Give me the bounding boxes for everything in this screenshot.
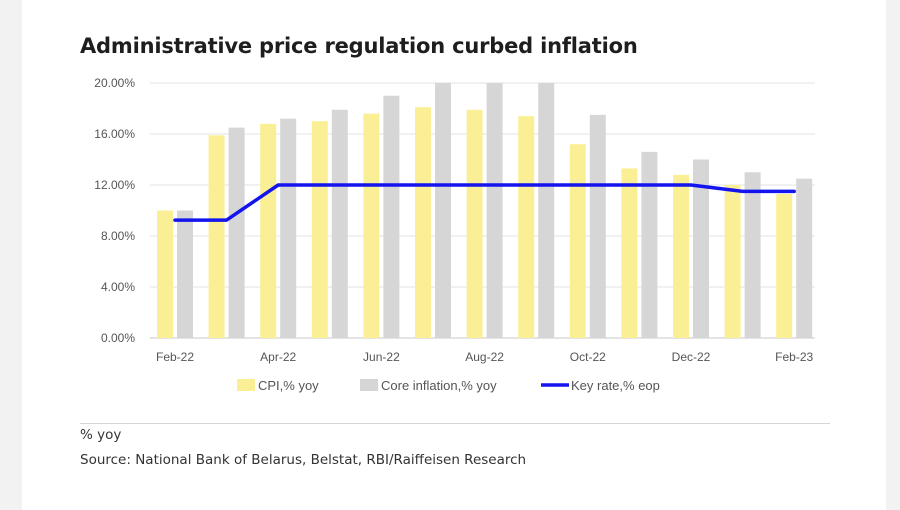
cpi-bar: [260, 123, 277, 338]
axes: 0.00% 4.00% 8.00% 12.00% 16.00% 20.00% Feb-22 A…: [94, 76, 813, 364]
legend-key-rate-label: Key rate,% eop: [571, 378, 660, 393]
core-inflation-bar: [538, 83, 555, 338]
core-inflation-bar: [435, 83, 451, 338]
core-inflation-bar: [383, 95, 400, 338]
y-tick-label: 16.00%: [94, 127, 135, 141]
core-inflation-bar: [486, 83, 503, 338]
legend-core-inflation: Core inflation,% yoy: [360, 378, 497, 393]
x-tick-label: Apr-22: [260, 350, 296, 364]
cpi-bar: [724, 185, 741, 338]
core-inflation-bar: [744, 172, 761, 338]
x-tick-label: Oct-22: [570, 350, 606, 364]
y-tick-label: 4.00%: [101, 280, 135, 294]
core-inflation-bar: [331, 109, 348, 339]
x-tick-label: Aug-22: [465, 350, 504, 364]
cpi-bar: [363, 113, 380, 338]
core-inflation-bar: [589, 114, 606, 338]
core-inflation-bar: [693, 159, 709, 338]
legend-core-inflation-label: Core inflation,% yoy: [381, 378, 497, 393]
divider: [80, 423, 830, 424]
legend-key-rate: Key rate,% eop: [541, 378, 660, 393]
core-inflation-bar: [280, 118, 297, 338]
legend-core-inflation-swatch: [360, 379, 378, 391]
legend-cpi: CPI,% yoy: [237, 378, 319, 393]
core-inflation-bar: [796, 178, 813, 338]
core-inflation-bar: [228, 127, 245, 338]
cpi-bar: [518, 116, 535, 339]
bars: [157, 83, 813, 339]
legend-cpi-swatch: [237, 379, 255, 391]
cpi-bar: [311, 121, 328, 338]
cpi-bar: [569, 144, 586, 338]
cpi-bar: [208, 135, 225, 338]
legend: CPI,% yoy Core inflation,% yoy Key rate,% …: [237, 378, 660, 393]
cpi-bar: [157, 210, 173, 338]
y-tick-label: 20.00%: [94, 76, 135, 90]
chart-title: Administrative price regulation curbed i…: [80, 34, 638, 58]
legend-cpi-label: CPI,% yoy: [258, 378, 319, 393]
key-rate-line: [173, 183, 796, 222]
source-note: Source: National Bank of Belarus, Belsta…: [80, 452, 527, 468]
y-tick-label: 12.00%: [94, 178, 135, 192]
y-tick-label: 0.00%: [101, 331, 135, 345]
key-rate-line-group: [173, 183, 796, 222]
unit-note: % yoy: [80, 427, 122, 443]
cpi-bar: [673, 174, 689, 338]
cpi-bar: [776, 193, 793, 338]
cpi-bar: [415, 107, 431, 338]
x-tick-label: Feb-22: [156, 350, 194, 364]
cpi-bar: [466, 109, 483, 339]
x-tick-label: Dec-22: [672, 350, 711, 364]
x-tick-label: Feb-23: [775, 350, 813, 364]
x-tick-label: Jun-22: [363, 350, 400, 364]
cpi-bar: [621, 168, 638, 338]
core-inflation-bar: [641, 151, 658, 338]
core-inflation-bar: [177, 210, 193, 338]
y-tick-label: 8.00%: [101, 229, 135, 243]
